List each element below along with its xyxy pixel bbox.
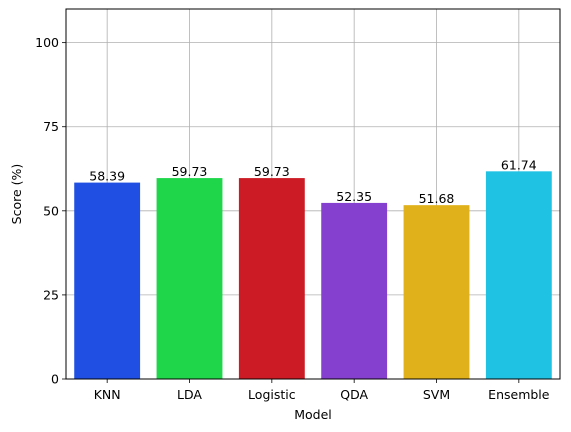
data-label-qda: 52.35 [336,189,372,204]
y-axis-title: Score (%) [9,164,24,225]
data-label-svm: 51.68 [419,191,455,206]
x-tick-label-lda: LDA [177,387,202,402]
y-tick-label: 75 [43,119,59,134]
data-label-logistic: 59.73 [254,164,290,179]
bar-svm [403,205,470,379]
bar-lda [156,178,223,379]
ticks: 0 25 50 75 100 KNN LDA Logistic QDA SVM Ensemble [35,35,550,402]
x-tick-label-ensemble: Ensemble [488,387,550,402]
y-tick-label: 100 [35,35,59,50]
plot-frame [65,8,561,380]
x-tick-label-qda: QDA [340,387,368,402]
y-tick-label: 50 [43,203,59,218]
y-tick-label: 0 [51,372,59,387]
data-label-ensemble: 61.74 [501,157,537,172]
x-tick-label-knn: KNN [94,387,121,402]
data-label-knn: 58.39 [89,169,125,184]
data-labels: 58.39 59.73 59.73 52.35 51.68 61.74 [89,157,536,206]
data-label-lda: 59.73 [172,164,208,179]
x-tick-label-svm: SVM [423,387,450,402]
bar-qda [321,202,388,379]
bar-ensemble [485,171,552,379]
bars [74,171,552,379]
y-tick-label: 25 [43,287,59,302]
x-tick-label-logistic: Logistic [248,387,296,402]
bar-knn [74,182,141,379]
bar-logistic [238,178,305,379]
x-axis-title: Model [294,407,332,422]
